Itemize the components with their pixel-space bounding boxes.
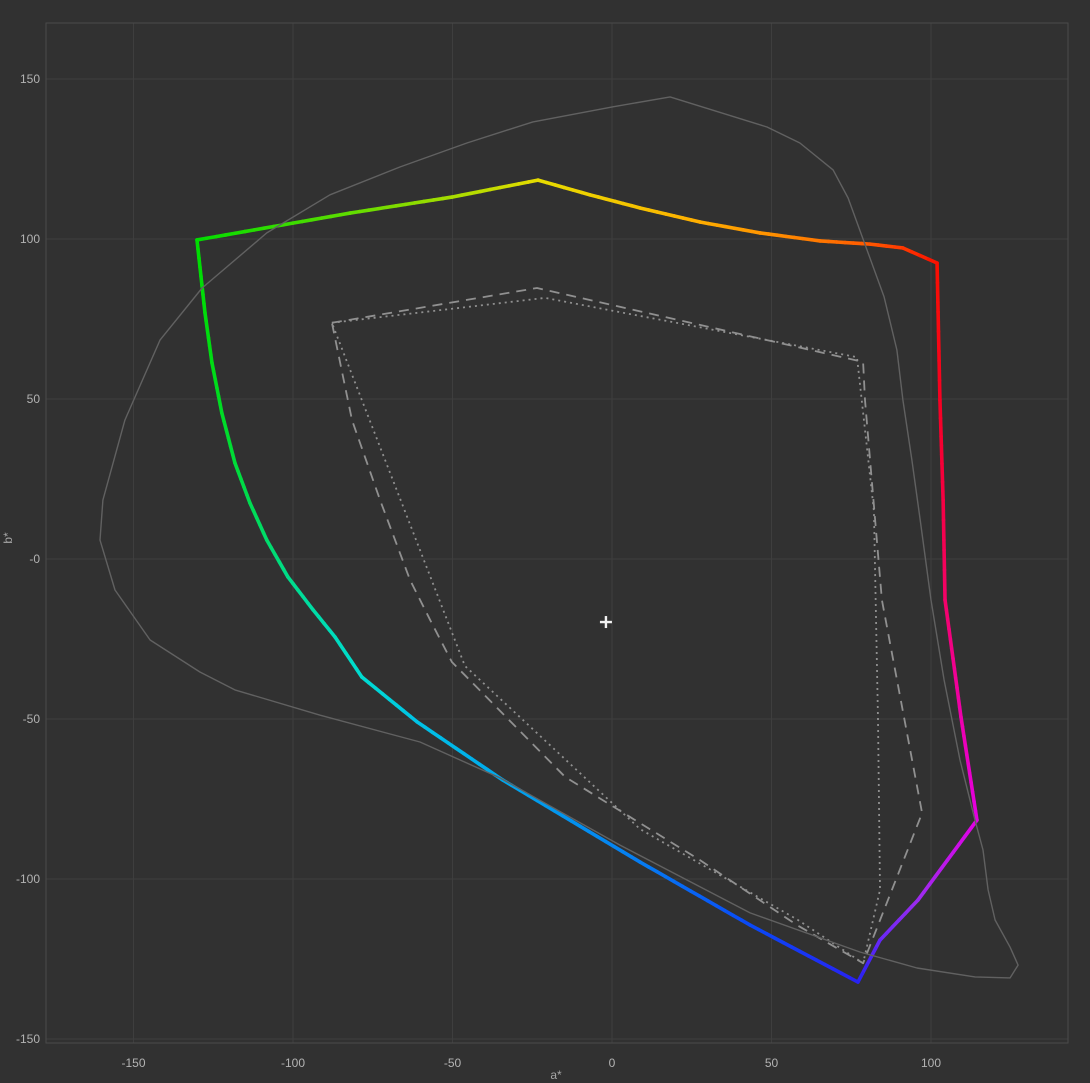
y-tick-label: -150: [16, 1032, 40, 1046]
display-gamut-outline: [195, 178, 979, 984]
x-tick-label: 0: [609, 1056, 616, 1070]
whitepoint-marker: [599, 616, 612, 629]
y-tick-label: 150: [20, 72, 40, 86]
y-tick-label: -100: [16, 872, 40, 886]
tick-label-layer: -150 -100 -50 0 50 100 150 100 50 -0 -50 -100 -150: [16, 72, 941, 1070]
plot-frame: [45, 22, 1069, 1044]
reference-gamut-dashed: [330, 287, 923, 965]
y-tick-label: 100: [20, 232, 40, 246]
y-tick-label: -0: [29, 552, 40, 566]
grid-layer: [46, 23, 1068, 1043]
y-tick-label: -50: [23, 712, 41, 726]
x-tick-label: -50: [444, 1056, 462, 1070]
reference-gamut-dotted: [330, 296, 881, 965]
x-tick-label: 100: [921, 1056, 941, 1070]
y-axis-title: b*: [1, 532, 15, 544]
x-tick-label: 50: [765, 1056, 779, 1070]
x-tick-label: -150: [121, 1056, 145, 1070]
series-layer: [99, 96, 1019, 984]
x-axis-title: a*: [550, 1068, 562, 1082]
spectral-locus: [99, 96, 1019, 979]
x-tick-label: -100: [281, 1056, 305, 1070]
y-tick-label: 50: [27, 392, 41, 406]
